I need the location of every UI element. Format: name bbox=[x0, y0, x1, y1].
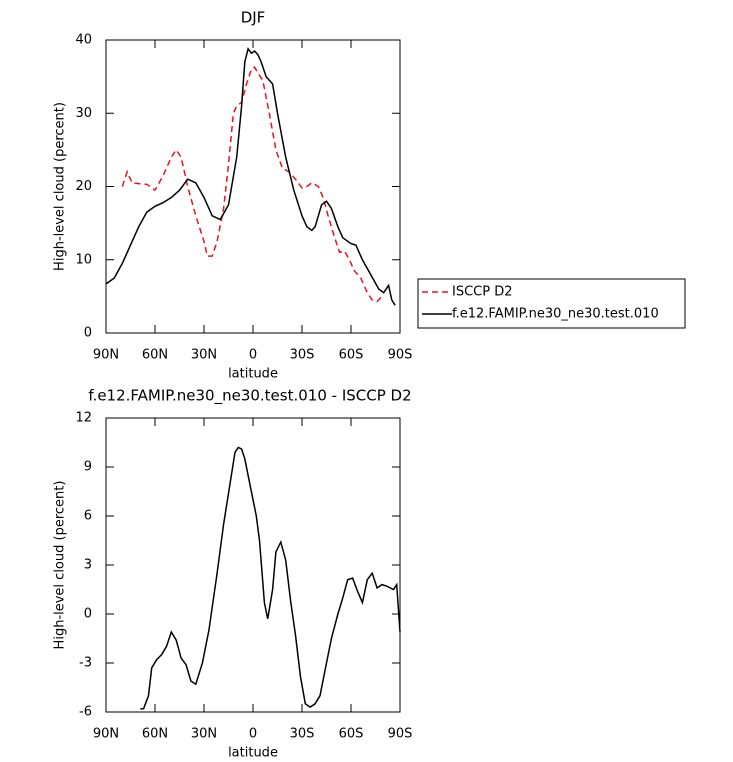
x-axis-label: latitude bbox=[228, 367, 278, 382]
x-tick-label: 60N bbox=[142, 348, 168, 363]
data-line bbox=[121, 66, 383, 303]
x-tick-label: 30N bbox=[191, 727, 217, 742]
y-axis-label: High-level cloud (percent) bbox=[53, 102, 68, 271]
y-tick-label: 3 bbox=[84, 558, 92, 573]
x-tick-label: 90S bbox=[388, 348, 413, 363]
y-tick-label: -3 bbox=[79, 656, 92, 671]
y-tick-label: 0 bbox=[84, 326, 92, 341]
x-axis-label: latitude bbox=[228, 746, 278, 761]
x-tick-label: 90N bbox=[93, 348, 119, 363]
x-tick-label: 60N bbox=[142, 727, 168, 742]
y-tick-label: 30 bbox=[75, 106, 92, 121]
data-line bbox=[105, 47, 396, 306]
x-tick-label: 30N bbox=[191, 348, 217, 363]
x-tick-label: 60S bbox=[339, 727, 364, 742]
chart-title: f.e12.FAMIP.ne30_ne30.test.010 - ISCCP D… bbox=[88, 387, 411, 406]
x-tick-label: 0 bbox=[249, 348, 257, 363]
y-tick-label: 40 bbox=[75, 33, 92, 48]
x-tick-label: 30S bbox=[290, 348, 315, 363]
y-axis-label: High-level cloud (percent) bbox=[53, 481, 68, 650]
y-tick-label: 0 bbox=[84, 607, 92, 622]
x-tick-label: 90S bbox=[388, 727, 413, 742]
data-line bbox=[140, 446, 401, 710]
x-tick-label: 60S bbox=[339, 348, 364, 363]
chart-title: DJF bbox=[241, 9, 266, 27]
y-tick-label: 12 bbox=[75, 411, 92, 426]
legend-label: ISCCP D2 bbox=[452, 285, 513, 300]
x-tick-label: 30S bbox=[290, 727, 315, 742]
legend-label: f.e12.FAMIP.ne30_ne30.test.010 bbox=[452, 307, 659, 322]
y-tick-label: 6 bbox=[84, 509, 92, 524]
x-tick-label: 90N bbox=[93, 727, 119, 742]
y-tick-label: -6 bbox=[79, 705, 92, 720]
plot-frame bbox=[105, 39, 401, 334]
x-tick-label: 0 bbox=[249, 727, 257, 742]
plot-frame bbox=[105, 417, 401, 713]
y-tick-label: 9 bbox=[84, 460, 92, 475]
legend-frame bbox=[417, 278, 686, 329]
y-tick-label: 20 bbox=[75, 179, 92, 194]
y-tick-label: 10 bbox=[75, 252, 92, 267]
